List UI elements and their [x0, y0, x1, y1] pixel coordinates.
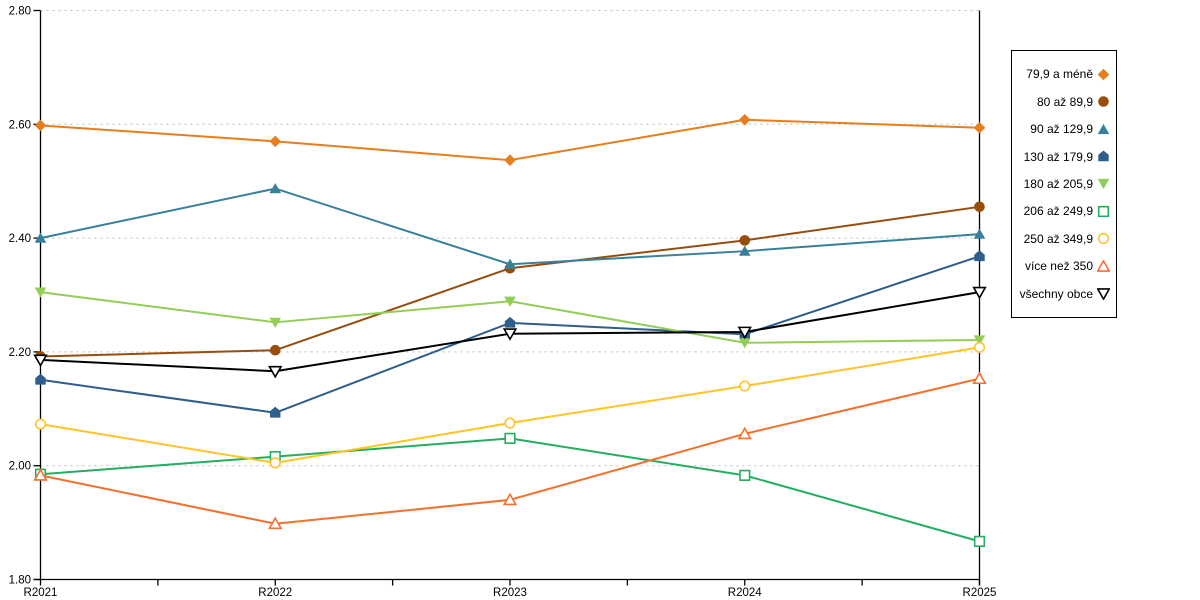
- data-point: [504, 154, 516, 166]
- legend-label: 250 až 349,9: [1023, 231, 1093, 246]
- legend-item: 180 až 205,9: [1012, 177, 1116, 191]
- series-line-0: [40, 118, 980, 162]
- data-point: [739, 235, 751, 246]
- data-point: [737, 426, 752, 440]
- legend-label: více než 350: [1024, 259, 1093, 274]
- legend-label: 180 až 205,9: [1023, 176, 1093, 191]
- data-point: [974, 250, 985, 262]
- data-point: [269, 344, 281, 356]
- legend-label: 130 až 179,9: [1023, 149, 1093, 164]
- data-point: [502, 328, 518, 341]
- data-point: [33, 354, 48, 368]
- data-point: [739, 380, 751, 392]
- x-axis-label: R2025: [963, 587, 997, 599]
- data-point: [973, 535, 986, 547]
- data-point: [34, 418, 47, 430]
- x-axis-label: R2022: [258, 587, 292, 599]
- legend-marker-triangle-down-filled-icon: [1097, 179, 1110, 190]
- legend: 79,9 a méně 80 až 89,9 90 až 129,9 130 až 1…: [1011, 50, 1117, 318]
- data-point: [34, 119, 47, 132]
- legend-marker-triangle-up-filled-icon: [1097, 123, 1110, 134]
- legend-item: více než 350: [1012, 259, 1116, 273]
- series-line-6: [40, 346, 980, 464]
- data-point: [738, 245, 751, 256]
- data-point: [268, 365, 283, 379]
- legend-label: 90 až 129,9: [1030, 122, 1093, 137]
- data-point: [973, 341, 986, 353]
- y-axis-label: 2.00: [9, 461, 31, 473]
- y-axis-label: 2.80: [9, 6, 31, 18]
- legend-marker-square-open-icon: [1097, 205, 1110, 217]
- legend-label: všechny obce: [1019, 286, 1093, 301]
- x-axis-label: R2023: [493, 587, 527, 599]
- y-axis-label: 2.20: [9, 347, 31, 359]
- data-point: [269, 135, 282, 148]
- data-point: [502, 492, 518, 506]
- data-point: [35, 373, 46, 385]
- legend-marker-diamond-filled-icon: [1097, 68, 1110, 81]
- data-point: [269, 317, 282, 328]
- legend-item: 130 až 179,9: [1012, 150, 1116, 164]
- legend-item: 80 až 89,9: [1012, 95, 1116, 109]
- legend-label: 79,9 a méně: [1026, 67, 1093, 82]
- data-point: [972, 286, 987, 300]
- data-point: [738, 338, 751, 349]
- data-point: [268, 516, 283, 530]
- x-axis-label: R2024: [728, 587, 762, 599]
- legend-label: 206 až 249,9: [1023, 204, 1093, 219]
- legend-marker-triangle-up-open-icon: [1097, 259, 1110, 272]
- y-axis-label: 2.40: [9, 233, 31, 245]
- legend-item: 250 až 349,9: [1012, 232, 1116, 246]
- data-point: [504, 258, 516, 269]
- data-point: [739, 469, 751, 481]
- data-point: [504, 296, 516, 307]
- data-point: [738, 113, 751, 126]
- legend-item: všechny obce: [1012, 287, 1116, 301]
- data-point: [34, 232, 47, 243]
- data-point: [973, 228, 986, 239]
- legend-item: 206 až 249,9: [1012, 204, 1116, 218]
- data-point: [270, 406, 281, 418]
- legend-marker-triangle-down-open-icon: [1097, 288, 1110, 301]
- data-point: [504, 432, 516, 444]
- data-point: [974, 201, 985, 213]
- data-point: [737, 326, 752, 340]
- data-point: [973, 121, 986, 134]
- series-line-5: [40, 437, 980, 543]
- legend-marker-circle-filled-icon: [1098, 96, 1109, 108]
- legend-item: 79,9 a méně: [1012, 67, 1116, 81]
- data-point: [504, 316, 516, 328]
- legend-marker-pentagon-filled-icon: [1098, 150, 1109, 162]
- data-point: [33, 468, 48, 481]
- data-point: [34, 287, 47, 298]
- data-point: [269, 182, 282, 194]
- x-axis-label: R2021: [24, 587, 58, 599]
- legend-marker-circle-open-icon: [1097, 233, 1110, 245]
- y-axis-label: 1.80: [9, 575, 31, 587]
- y-axis-label: 2.60: [9, 119, 31, 131]
- legend-item: 90 až 129,9: [1012, 122, 1116, 136]
- data-point: [972, 371, 987, 385]
- data-point: [973, 335, 986, 346]
- data-point: [504, 417, 516, 429]
- data-point: [269, 457, 281, 469]
- legend-label: 80 až 89,9: [1036, 94, 1093, 109]
